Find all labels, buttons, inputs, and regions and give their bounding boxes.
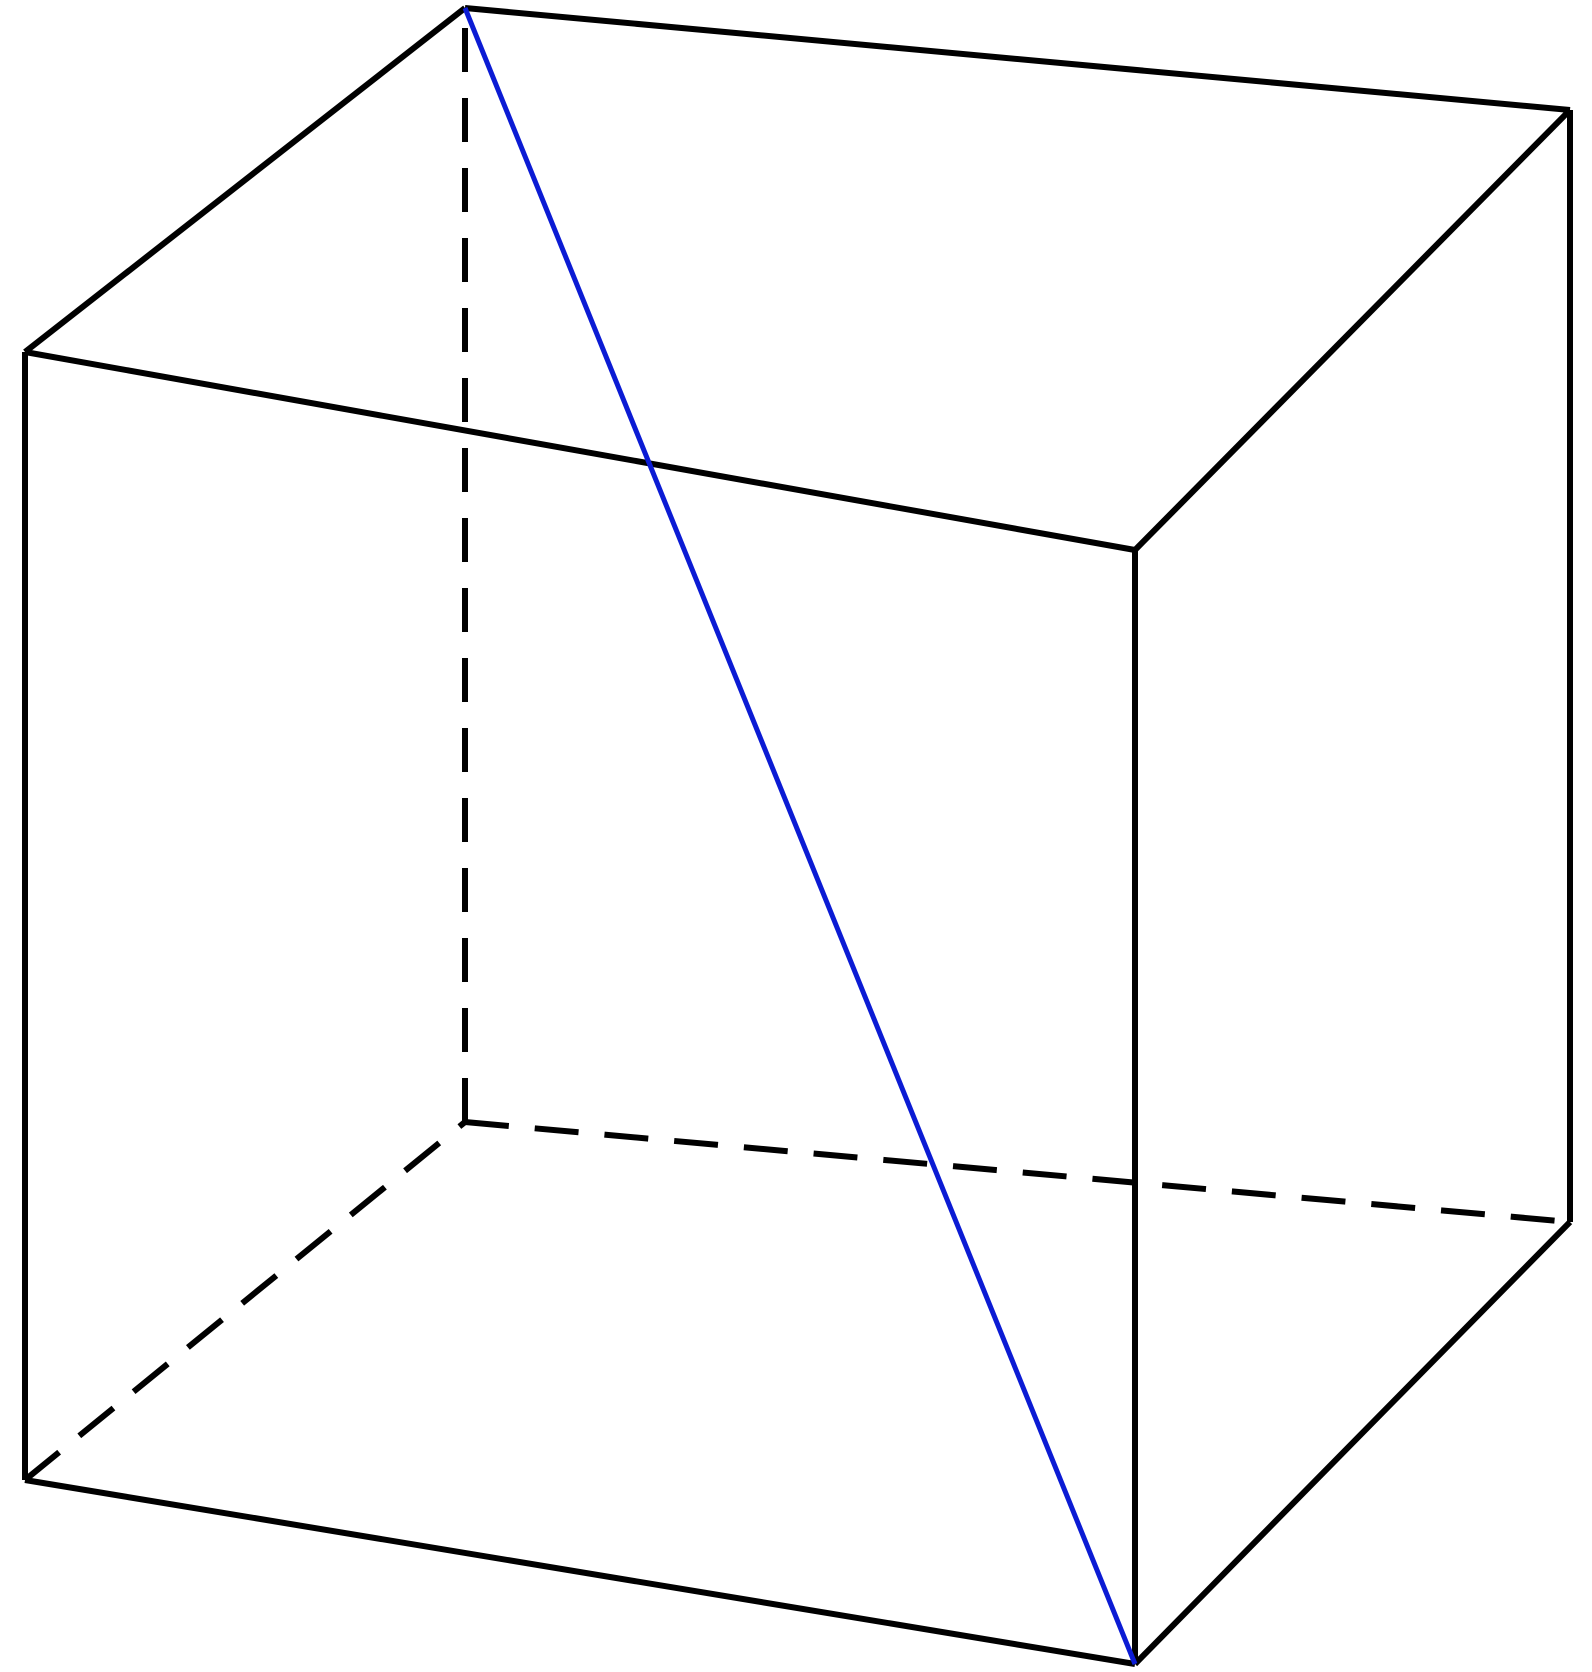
- edge-front_top_right-to-front_top_left: [25, 352, 1135, 550]
- edge-front_bottom_left-to-back_bottom_left: [25, 1122, 465, 1480]
- edge-back_top_left-to-back_top_right: [465, 8, 1570, 110]
- edge-front_top_left-to-back_top_left: [25, 8, 465, 352]
- edge-front_top_right-to-back_top_right: [1135, 110, 1570, 550]
- edge-back_bottom_left-to-back_bottom_right: [465, 1122, 1570, 1222]
- edge-front_bottom_right-to-back_bottom_right: [1135, 1222, 1570, 1664]
- cube-diagram: [0, 0, 1592, 1672]
- edge-front_bottom_left-to-front_bottom_right: [25, 1480, 1135, 1664]
- space-diagonal: [465, 8, 1135, 1664]
